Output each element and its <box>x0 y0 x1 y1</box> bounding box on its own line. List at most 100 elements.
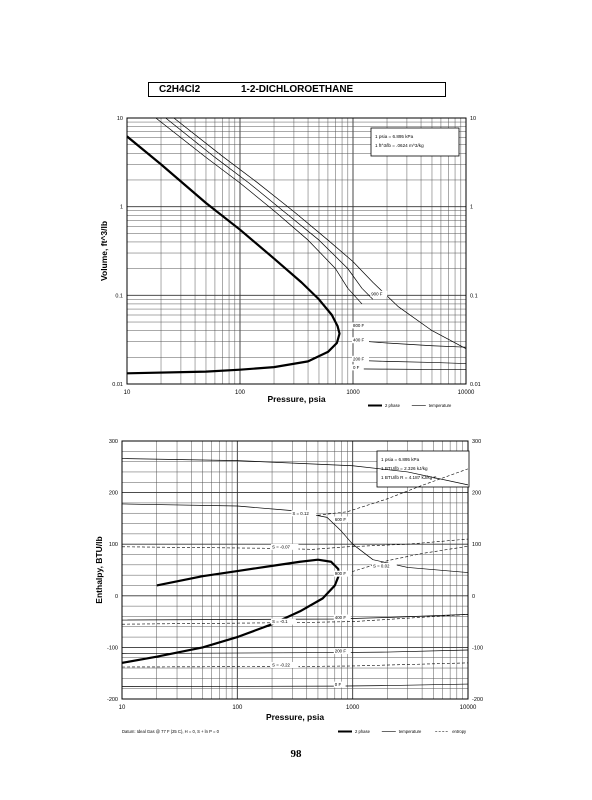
annotation-bg <box>271 543 299 550</box>
y-tick-label-right: 300 <box>472 439 481 445</box>
curve-label: 0 F <box>335 682 342 687</box>
curve-label: 600 F <box>335 517 347 522</box>
annotation-bg <box>333 516 351 523</box>
series-line <box>352 340 467 348</box>
chart-1 <box>126 117 467 407</box>
curve-label: 0 F <box>353 365 360 370</box>
series-line <box>121 614 469 625</box>
series-line <box>121 458 469 486</box>
y-tick-label-left: 0 <box>115 594 118 600</box>
curve-label: 400 F <box>335 615 347 620</box>
y-tick-label-right: 0.01 <box>470 382 481 388</box>
series-line <box>317 468 469 516</box>
series-line <box>121 538 469 550</box>
y-tick-label-right: -200 <box>472 697 483 703</box>
legend-label: temperature <box>399 729 422 734</box>
y-tick-label-left: -100 <box>107 645 118 651</box>
series-line <box>165 117 374 300</box>
y-tick-label-right: -100 <box>472 645 483 651</box>
chart-2 <box>121 440 470 733</box>
curve-label: S = 0.02 <box>373 563 390 568</box>
conversion-text: 1 ft^3/lb = .0624 m^3/kg <box>375 143 424 148</box>
curve-label: S = -0.1 <box>272 619 288 624</box>
x-axis-label: Pressure, psia <box>267 394 325 404</box>
y-tick-label-right: 200 <box>472 491 481 497</box>
x-tick-label: 10 <box>119 705 126 711</box>
curve-label: 200 F <box>353 356 365 361</box>
legend-label: entropy <box>452 729 467 734</box>
conversion-text: 1 BTU/lb R = 4.187 kJ/kg K <box>381 475 437 480</box>
curve-label: S = 0.12 <box>292 511 309 516</box>
legend-label: 2 phase <box>385 403 401 408</box>
plot-frame <box>126 117 467 385</box>
annotation-bg <box>271 661 299 668</box>
y-axis-label: Enthalpy, BTU/lb <box>94 536 104 603</box>
plot-frame <box>121 440 469 700</box>
annotation-bg <box>352 322 369 329</box>
curve-label: S = -0.22 <box>272 662 290 667</box>
curve-label: S = -0.07 <box>272 544 290 549</box>
x-tick-label: 10000 <box>458 390 475 396</box>
annotation-bg <box>352 337 369 344</box>
curve-label: 400 F <box>353 338 365 343</box>
y-tick-label-left: 1 <box>120 205 123 211</box>
series-line <box>121 683 469 687</box>
curve-label: 900 F <box>335 571 347 576</box>
annotation-bg <box>352 355 369 362</box>
conversion-box <box>376 450 470 488</box>
annotation-bg <box>370 290 388 297</box>
series-line <box>121 614 469 621</box>
chemical-formula: C2H4Cl2 <box>159 84 201 95</box>
y-tick-label-left: 300 <box>109 439 118 445</box>
conversion-box <box>370 127 460 157</box>
x-axis-label: Pressure, psia <box>266 712 324 722</box>
annotation-bg <box>333 681 346 688</box>
x-tick-label: 1000 <box>346 390 360 396</box>
annotation-bg <box>371 562 397 569</box>
y-tick-label-left: 100 <box>109 542 118 548</box>
curve-label: 200 F <box>335 649 347 654</box>
annotation-bg <box>333 648 351 655</box>
series-line <box>155 117 363 305</box>
series-line <box>121 662 469 668</box>
chart-title-box: C2H4Cl2 1-2-DICHLOROETHANE <box>148 82 446 97</box>
x-tick-label: 10 <box>124 390 131 396</box>
series-line <box>352 359 467 364</box>
y-tick-label-right: 0.1 <box>470 293 478 299</box>
conversion-text: 1 BTU/lb = 2.326 kJ/kg <box>381 466 428 471</box>
series-line <box>347 545 469 574</box>
x-tick-label: 100 <box>232 705 243 711</box>
x-tick-label: 100 <box>235 390 246 396</box>
chemical-name: 1-2-DICHLOROETHANE <box>241 84 354 95</box>
series-line <box>121 649 469 654</box>
annotation-bg <box>291 510 317 517</box>
curve-label: 800 F <box>353 323 365 328</box>
annotation-bg <box>333 614 351 621</box>
y-tick-label-left: -200 <box>107 697 118 703</box>
conversion-text: 1 psia = 6.895 kPa <box>375 134 414 139</box>
curve-label: 900 F <box>371 291 383 296</box>
legend-label: temperature <box>429 403 452 408</box>
legend-label: 2 phase <box>355 729 371 734</box>
y-tick-label-left: 10 <box>117 116 123 122</box>
x-tick-label: 10000 <box>460 705 477 711</box>
annotation-bg <box>271 618 296 625</box>
y-tick-label-right: 10 <box>470 116 476 122</box>
series-line <box>126 135 341 375</box>
y-tick-label-right: 1 <box>470 205 473 211</box>
y-tick-label-left: 0.01 <box>112 382 123 388</box>
y-tick-label-right: 100 <box>472 542 481 548</box>
annotation-bg <box>352 364 364 371</box>
series-line <box>352 368 467 371</box>
series-line <box>173 117 467 350</box>
datum-footnote: Datum: Ideal Gas @ 77 F (25 C), H = 0, S… <box>122 729 220 734</box>
y-axis-label: Volume, ft^3/lb <box>99 221 109 281</box>
x-tick-label: 1000 <box>346 705 360 711</box>
annotation-bg <box>333 570 351 577</box>
y-tick-label-left: 200 <box>109 491 118 497</box>
page-number: 98 <box>290 748 302 760</box>
conversion-text: 1 psia = 6.895 kPa <box>381 457 420 462</box>
y-tick-label-right: 0 <box>472 594 475 600</box>
y-tick-label-left: 0.1 <box>115 293 123 299</box>
